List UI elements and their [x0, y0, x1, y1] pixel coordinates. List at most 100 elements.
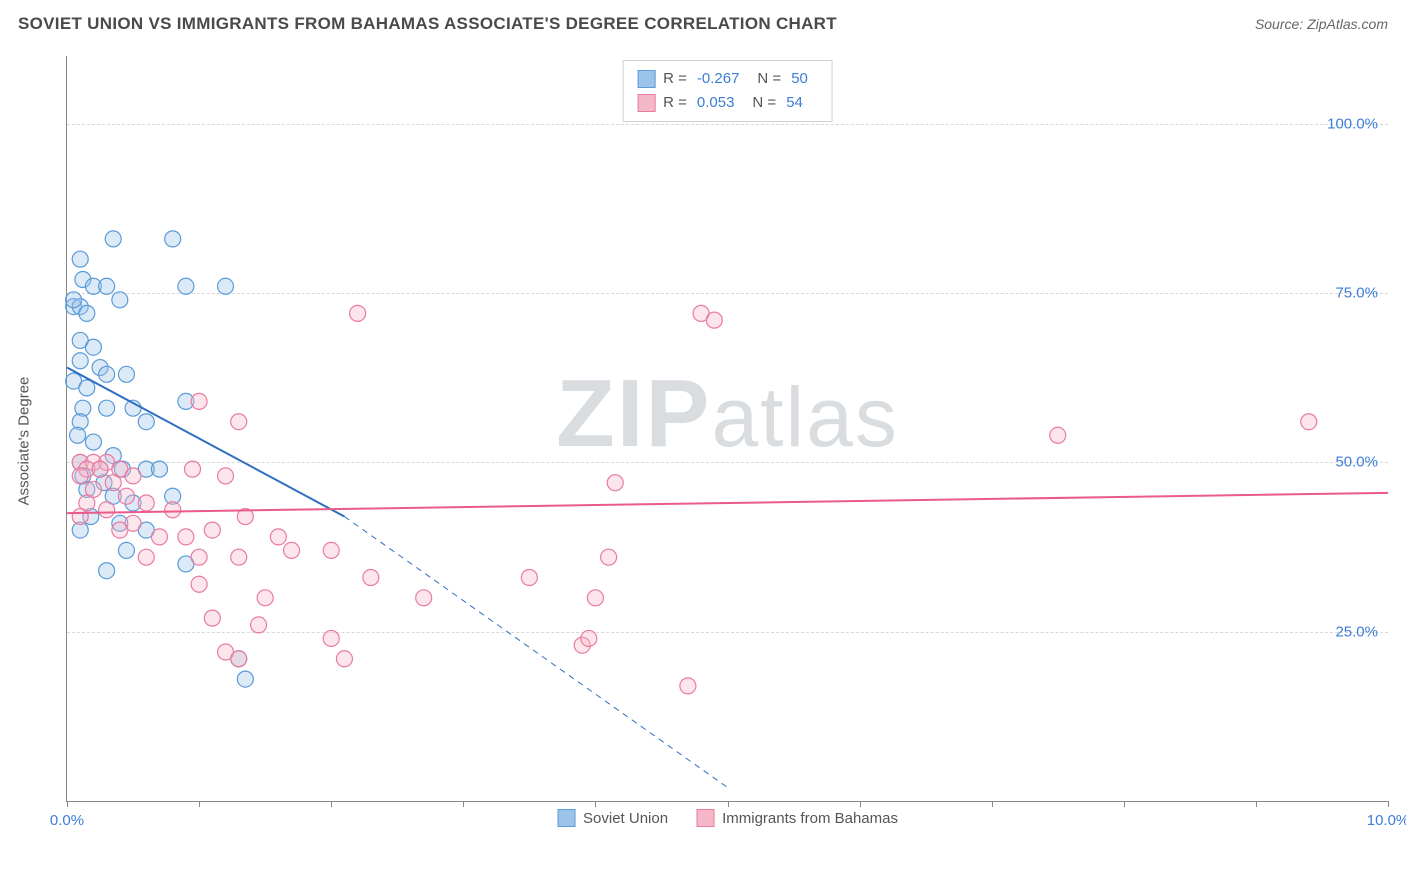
source-prefix: Source: [1255, 16, 1307, 32]
data-point [680, 678, 696, 694]
data-point [66, 292, 82, 308]
data-point [165, 231, 181, 247]
chart-area: Associate's Degree ZIPatlas R = -0.267 N… [48, 56, 1388, 826]
data-point [112, 522, 128, 538]
data-point [270, 529, 286, 545]
data-point [1050, 427, 1066, 443]
data-point [323, 630, 339, 646]
data-point [323, 542, 339, 558]
x-tick-label: 10.0% [1367, 812, 1406, 829]
data-point [706, 312, 722, 328]
data-point [204, 610, 220, 626]
data-point [521, 570, 537, 586]
data-point [118, 366, 134, 382]
data-point [191, 576, 207, 592]
x-tick [331, 801, 332, 807]
x-tick [860, 801, 861, 807]
source-name: ZipAtlas.com [1307, 16, 1388, 32]
x-tick [992, 801, 993, 807]
n-label: N = [757, 67, 781, 91]
data-point [72, 468, 88, 484]
data-point [112, 292, 128, 308]
r-label: R = [663, 91, 687, 115]
r-value-bahamas: 0.053 [697, 91, 735, 115]
data-point [72, 353, 88, 369]
y-axis-label: Associate's Degree [16, 377, 33, 506]
data-point [218, 278, 234, 294]
data-point [70, 427, 86, 443]
swatch-soviet [637, 70, 655, 88]
data-point [85, 339, 101, 355]
legend-label-soviet: Soviet Union [583, 810, 668, 827]
data-point [79, 305, 95, 321]
data-point [165, 502, 181, 518]
data-point [231, 651, 247, 667]
r-label: R = [663, 67, 687, 91]
data-point [125, 468, 141, 484]
data-point [105, 231, 121, 247]
data-point [601, 549, 617, 565]
x-tick [67, 801, 68, 807]
data-point [151, 461, 167, 477]
x-tick [728, 801, 729, 807]
data-point [118, 542, 134, 558]
n-label: N = [752, 91, 776, 115]
x-tick-label: 0.0% [50, 812, 84, 829]
legend-label-bahamas: Immigrants from Bahamas [722, 810, 898, 827]
trend-line [67, 493, 1388, 513]
swatch-soviet-icon [557, 809, 575, 827]
data-point [1301, 414, 1317, 430]
chart-source: Source: ZipAtlas.com [1255, 16, 1388, 32]
chart-title: SOVIET UNION VS IMMIGRANTS FROM BAHAMAS … [18, 14, 837, 34]
legend-stats-row-soviet: R = -0.267 N = 50 [637, 67, 818, 91]
x-tick [595, 801, 596, 807]
legend-series: Soviet Union Immigrants from Bahamas [557, 809, 898, 827]
x-tick [1124, 801, 1125, 807]
chart-header: SOVIET UNION VS IMMIGRANTS FROM BAHAMAS … [0, 0, 1406, 44]
data-point [257, 590, 273, 606]
data-point [72, 251, 88, 267]
data-point [191, 549, 207, 565]
trend-line-extrapolated [344, 517, 727, 788]
data-point [138, 549, 154, 565]
n-value-soviet: 50 [791, 67, 808, 91]
legend-item-soviet: Soviet Union [557, 809, 668, 827]
data-point [184, 461, 200, 477]
data-point [99, 400, 115, 416]
legend-stats: R = -0.267 N = 50 R = 0.053 N = 54 [622, 60, 833, 122]
data-point [138, 414, 154, 430]
data-point [151, 529, 167, 545]
data-point [231, 549, 247, 565]
data-point [607, 475, 623, 491]
data-point [92, 461, 108, 477]
swatch-bahamas-icon [696, 809, 714, 827]
data-point [204, 522, 220, 538]
plot-region: ZIPatlas R = -0.267 N = 50 R = 0.053 N =… [66, 56, 1388, 802]
data-point [231, 414, 247, 430]
r-value-soviet: -0.267 [697, 67, 740, 91]
swatch-bahamas [637, 94, 655, 112]
plot-svg [67, 56, 1388, 801]
data-point [218, 468, 234, 484]
data-point [178, 529, 194, 545]
x-tick [1256, 801, 1257, 807]
data-point [99, 278, 115, 294]
data-point [587, 590, 603, 606]
data-point [363, 570, 379, 586]
data-point [284, 542, 300, 558]
data-point [336, 651, 352, 667]
data-point [191, 393, 207, 409]
data-point [118, 488, 134, 504]
data-point [237, 671, 253, 687]
legend-item-bahamas: Immigrants from Bahamas [696, 809, 898, 827]
data-point [251, 617, 267, 633]
data-point [350, 305, 366, 321]
x-tick [1388, 801, 1389, 807]
legend-stats-row-bahamas: R = 0.053 N = 54 [637, 91, 818, 115]
x-tick [199, 801, 200, 807]
n-value-bahamas: 54 [786, 91, 803, 115]
data-point [99, 502, 115, 518]
data-point [99, 563, 115, 579]
data-point [416, 590, 432, 606]
x-tick [463, 801, 464, 807]
